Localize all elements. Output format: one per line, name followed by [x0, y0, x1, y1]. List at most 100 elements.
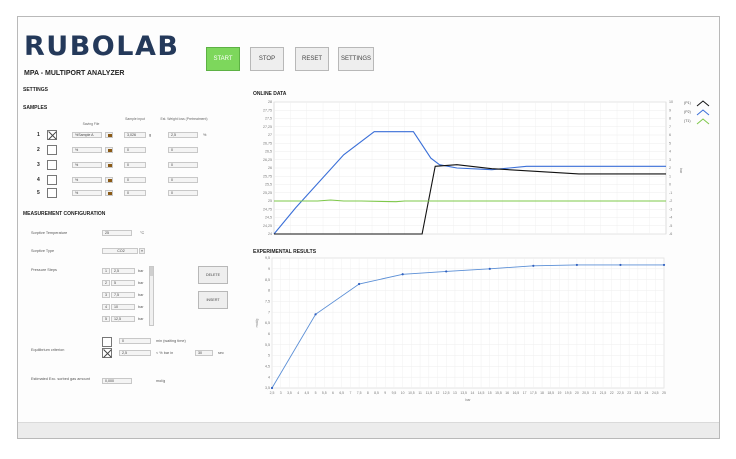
x-tick-label: 19	[558, 391, 562, 395]
sample-file-field[interactable]: %Sample A	[72, 132, 102, 138]
legend-swatches	[696, 100, 710, 125]
sample-checkbox[interactable]	[47, 145, 57, 155]
x-tick-label: 24,5	[652, 391, 659, 395]
status-bar	[18, 422, 719, 438]
insert-button[interactable]: INSERT	[198, 291, 228, 309]
estimated-amount-label: Estimated Exc. sorbed gas amount	[31, 377, 90, 381]
y-tick-label: 25,5	[265, 183, 272, 187]
pressure-step-value[interactable]: 10	[111, 304, 135, 310]
weight-loss-field[interactable]: 0	[168, 190, 198, 196]
sorptive-temperature-field[interactable]: 25	[102, 230, 132, 236]
folder-icon[interactable]	[105, 177, 113, 183]
y-tick-label: 26	[268, 166, 272, 170]
pressure-step-value[interactable]: 5	[111, 280, 135, 286]
sample-checkbox[interactable]	[47, 175, 57, 185]
pressure-criterion-checkbox[interactable]	[102, 348, 112, 358]
x-tick-label: 16	[505, 391, 509, 395]
x-tick-label: 20,5	[582, 391, 589, 395]
pressure-criterion-unit: < % bar in	[156, 351, 174, 355]
x-tick-label: 12,5	[443, 391, 450, 395]
weight-loss-field[interactable]: 0	[168, 177, 198, 183]
x-tick-label: 14	[470, 391, 474, 395]
y-tick-label: 28	[268, 100, 272, 104]
weight-loss-field[interactable]: 2,5	[168, 132, 198, 138]
y-tick-label: 8,5	[265, 278, 270, 282]
sample-number: 3	[37, 162, 40, 168]
experimental-results-heading: EXPERIMENTAL RESULTS	[253, 249, 317, 255]
x-tick-label: 18,5	[547, 391, 554, 395]
y2-axis-label: bar	[679, 168, 683, 174]
pressure-step-value[interactable]: 12,5	[111, 316, 135, 322]
folder-icon[interactable]	[105, 162, 113, 168]
data-point	[575, 263, 578, 267]
x-tick-label: 5,5	[322, 391, 327, 395]
weight-loss-field[interactable]: 0	[168, 162, 198, 168]
delete-button[interactable]: DELETE	[198, 266, 228, 284]
sample-file-field[interactable]: %	[72, 190, 102, 196]
x-tick-label: 13	[453, 391, 457, 395]
y2-tick-label: 10	[669, 100, 673, 104]
reset-button[interactable]: RESET	[295, 47, 329, 71]
sample-input-field[interactable]: 0	[124, 190, 146, 196]
pressure-unit: bar	[138, 293, 144, 297]
waiting-time-field[interactable]: 0	[119, 338, 151, 344]
y2-tick-label: 1	[669, 174, 671, 178]
estimated-amount-unit: mol/g	[156, 379, 166, 383]
x-tick-label: 12	[436, 391, 440, 395]
sample-input-field[interactable]: 3,026	[124, 132, 146, 138]
legend-p1-label: (P1)	[684, 101, 691, 105]
sample-checkbox[interactable]	[47, 160, 57, 170]
y2-tick-label: 6	[669, 133, 671, 137]
sample-file-field[interactable]: %	[72, 177, 102, 183]
pressure-steps-scrollbar[interactable]	[149, 266, 154, 326]
settings-button[interactable]: SETTINGS	[338, 47, 374, 71]
criterion-seconds-field[interactable]: 30	[195, 350, 213, 356]
y2-tick-label: -5	[669, 224, 672, 228]
folder-icon[interactable]	[105, 132, 113, 138]
y2-tick-label: 3	[669, 158, 671, 162]
sample-input-field[interactable]: 0	[124, 162, 146, 168]
pressure-step-index: 3	[102, 292, 110, 298]
x-tick-label: 15	[488, 391, 492, 395]
legend-p1: (P1)	[684, 101, 691, 105]
x-tick-label: 14,5	[478, 391, 485, 395]
waiting-time-unit: min (waiting time)	[156, 339, 186, 343]
sample-checkbox[interactable]	[47, 188, 57, 198]
x-tick-label: 17	[523, 391, 527, 395]
start-button[interactable]: START	[206, 47, 240, 71]
seconds-unit: sec	[218, 351, 224, 355]
x-tick-label: 8	[367, 391, 369, 395]
experimental-results-chart: 9,598,587,576,565,554,543,52,5 3 3,5 4 4,5 5 5…	[255, 256, 666, 402]
pressure-criterion-field[interactable]: 2,5	[119, 350, 151, 356]
y-tick-label: 24,75	[263, 207, 272, 211]
sample-file-field[interactable]: %	[72, 162, 102, 168]
pressure-step-value[interactable]: 2,5	[111, 268, 135, 274]
x-tick-label: 21	[592, 391, 596, 395]
x-tick-label: 11,5	[426, 391, 432, 395]
pressure-step-value[interactable]: 7,5	[111, 292, 135, 298]
sample-input-field[interactable]: 0	[124, 177, 146, 183]
y-tick-label: 7	[268, 310, 270, 314]
sample-file-field[interactable]: %	[72, 147, 102, 153]
legend-p2-swatch	[696, 109, 710, 116]
x-tick-label: 17,5	[530, 391, 537, 395]
folder-icon[interactable]	[105, 147, 113, 153]
legend-p2: (P2)	[684, 110, 691, 114]
sample-checkbox[interactable]	[47, 130, 57, 140]
x-tick-label: 10,5	[408, 391, 415, 395]
unit-label: %	[203, 133, 207, 137]
folder-icon[interactable]	[105, 190, 113, 196]
weight-loss-field[interactable]: 0	[168, 147, 198, 153]
stop-button[interactable]: STOP	[250, 47, 284, 71]
y-tick-label: 24	[268, 232, 272, 236]
sorptive-type-select[interactable]: CO2	[102, 248, 138, 254]
legend-p2-label: (P2)	[684, 110, 691, 114]
y-tick-label: 24,25	[263, 224, 272, 228]
chevron-down-icon[interactable]: ▾	[139, 248, 145, 254]
y2-tick-label: 5	[669, 141, 671, 145]
x-axis-label: bar	[465, 398, 471, 402]
settings-heading: SETTINGS	[23, 87, 49, 93]
sample-input-field[interactable]: 0	[124, 147, 146, 153]
waiting-time-checkbox[interactable]	[102, 337, 112, 347]
data-point	[445, 270, 448, 273]
